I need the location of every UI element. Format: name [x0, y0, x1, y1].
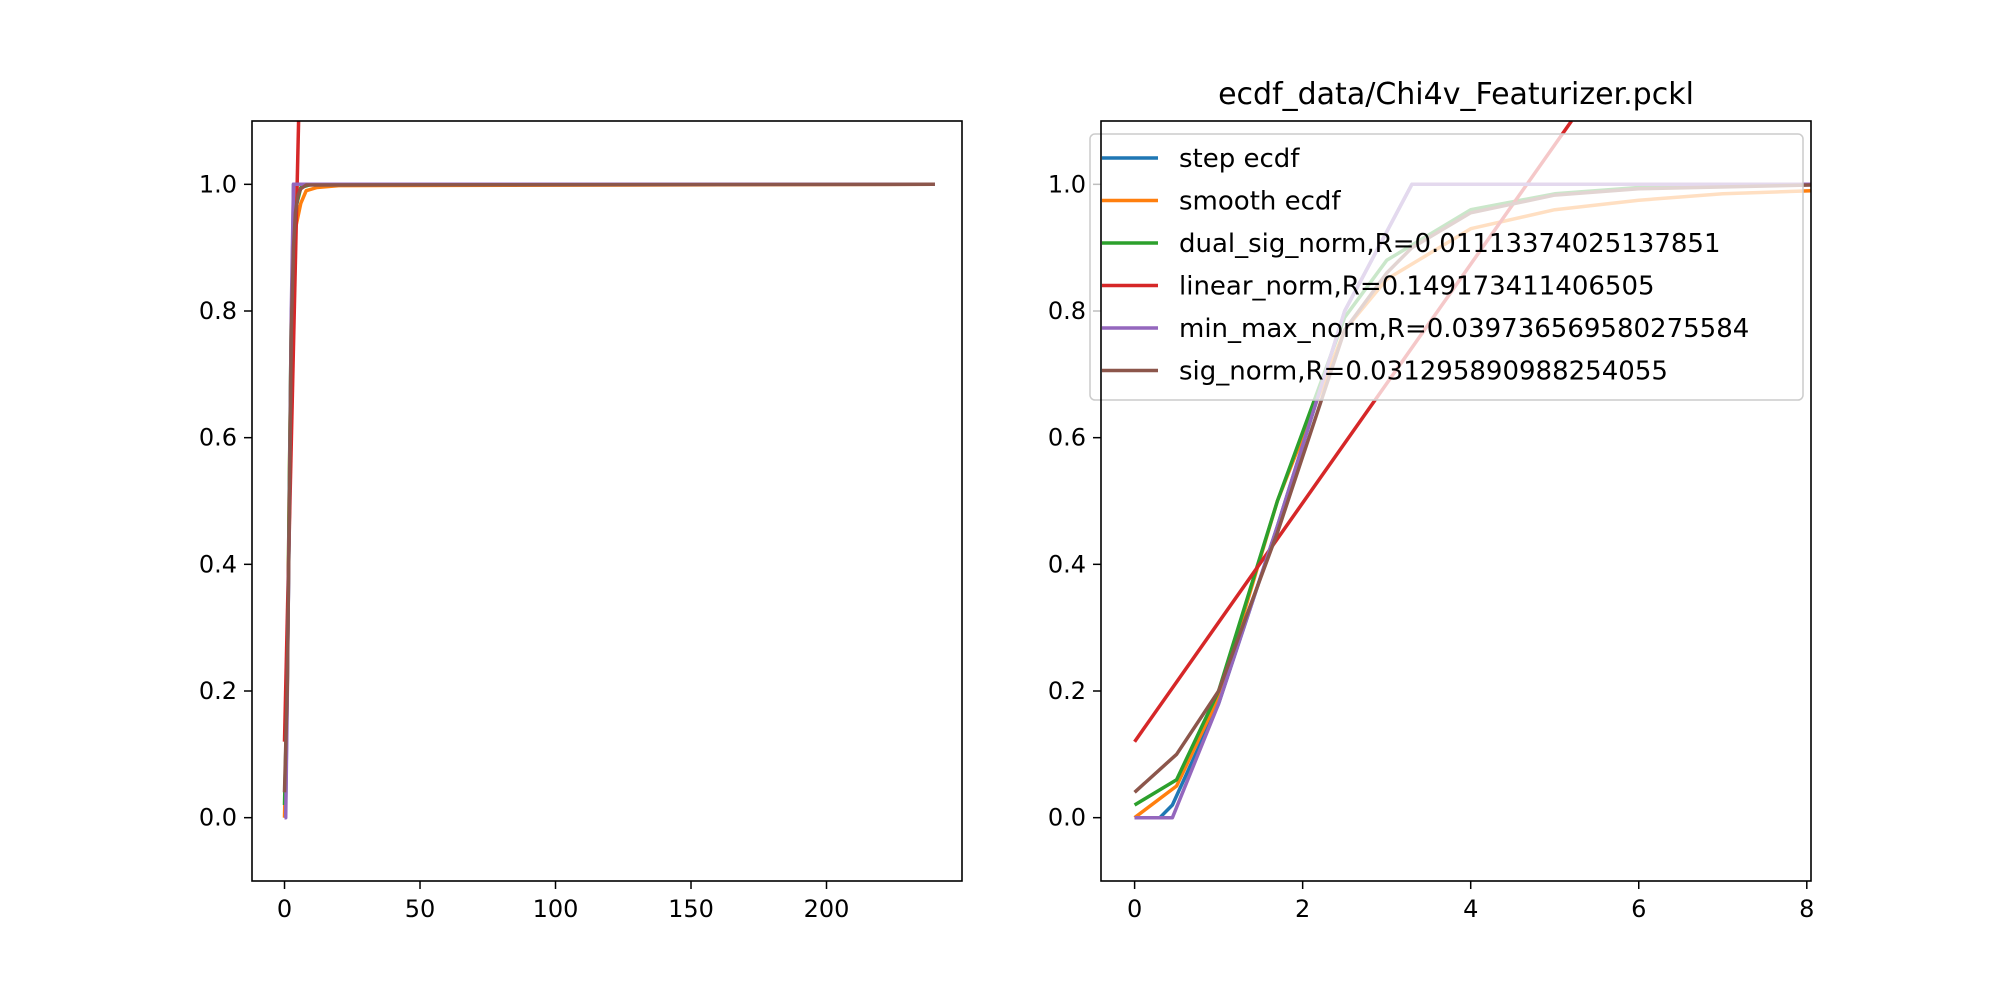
axes-frame: [251, 120, 963, 882]
series-group: [282, 121, 935, 820]
legend-frame: [1089, 133, 1804, 401]
y-tick-label: 0.8: [1048, 297, 1086, 325]
legend-label: step ecdf: [1179, 144, 1300, 174]
legend-label: dual_sig_norm,R=0.01113374025137851: [1179, 229, 1721, 259]
x-tick-label: 6: [1631, 895, 1646, 923]
legend-label: smooth ecdf: [1179, 187, 1341, 217]
x-tick-label: 2: [1295, 895, 1310, 923]
legend: step ecdf smooth ecdf dual_sig_norm,R=0.01…: [1089, 133, 1804, 401]
legend-label: linear_norm,R=0.149173411406505: [1179, 272, 1655, 302]
legend-label: min_max_norm,R=0.039736569580275584: [1179, 314, 1749, 344]
left-plot: 0 50 100 150 200 0.0 0.2 0.4 0.6 0.8 1.0: [199, 120, 963, 923]
x-tick-label: 0: [1127, 895, 1142, 923]
axes-frame: [1100, 120, 1812, 882]
y-tick-label: 0.0: [1048, 804, 1086, 832]
y-tick-label: 0.6: [199, 424, 237, 452]
y-tick-label: 0.2: [1048, 677, 1086, 705]
right-plot: 0 2 4 6 8 0.0 0.2 0.4 0.6 0.8 1.0 ecdf_data/Chi4v_F…: [1048, 77, 1815, 923]
chart-title: ecdf_data/Chi4v_Featurizer.pckl: [1218, 77, 1694, 112]
y-tick-label: 0.2: [199, 677, 237, 705]
y-tick-label: 0.4: [199, 550, 237, 578]
y-tick-label: 1.0: [199, 170, 237, 198]
y-tick-label: 0.4: [1048, 550, 1086, 578]
y-tick-label: 0.8: [199, 297, 237, 325]
legend-label: sig_norm,R=0.031295890988254055: [1179, 357, 1668, 387]
x-tick-label: 100: [533, 895, 579, 923]
y-tick-label: 0.0: [199, 804, 237, 832]
x-tick-label: 8: [1799, 895, 1814, 923]
x-tick-label: 50: [405, 895, 436, 923]
x-tick-label: 0: [277, 895, 292, 923]
x-tick-label: 200: [804, 895, 850, 923]
y-tick-label: 1.0: [1048, 170, 1086, 198]
y-tick-label: 0.6: [1048, 424, 1086, 452]
x-tick-label: 150: [668, 895, 714, 923]
series-line-sig-norm: [282, 182, 935, 793]
x-tick-label: 4: [1463, 895, 1478, 923]
